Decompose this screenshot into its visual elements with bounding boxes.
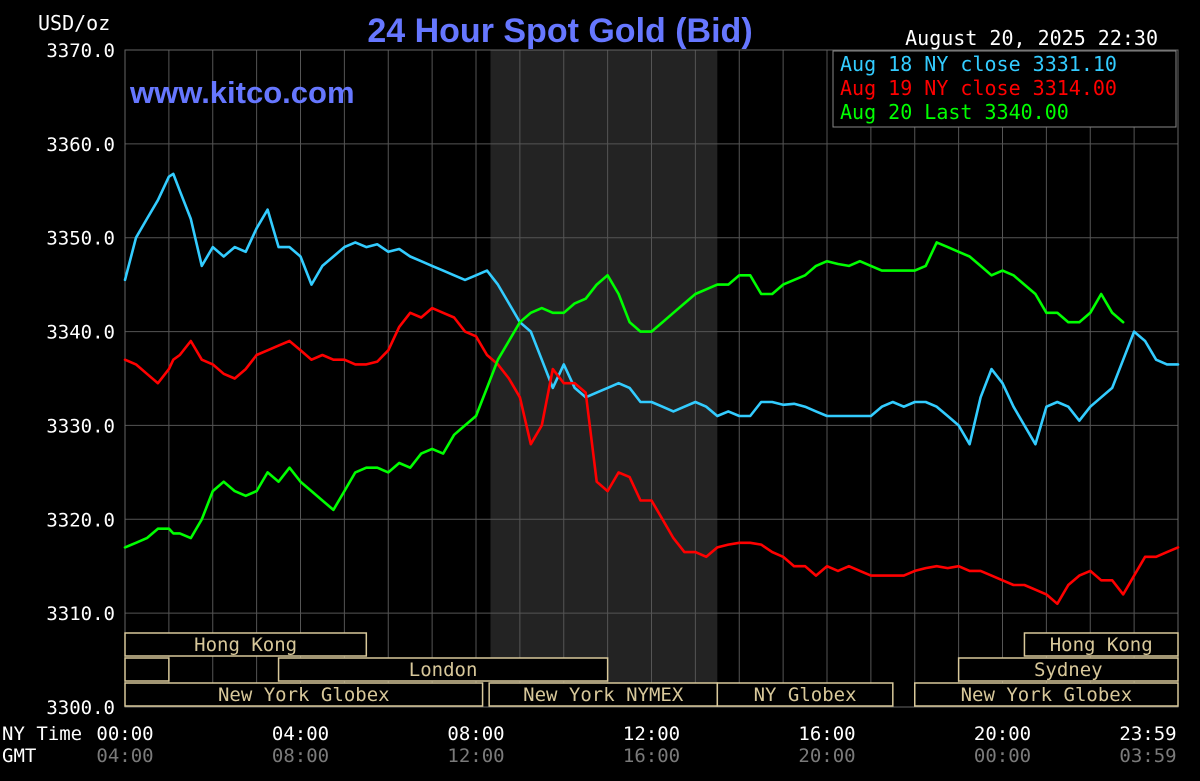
session-bar	[124, 632, 368, 657]
x-tick-label-ny: 04:00	[272, 723, 329, 745]
session-bar	[124, 657, 170, 682]
legend: Aug 18 NY close 3331.10 Aug 19 NY close …	[832, 50, 1177, 128]
x-tick-label-gmt: 12:00	[447, 745, 504, 767]
x-tick-label-ny: 12:00	[623, 723, 680, 745]
x-row-label-gmt: GMT	[2, 745, 36, 767]
session-bar	[277, 657, 609, 682]
session-label: New York Globex	[218, 684, 390, 706]
session-label: New York Globex	[961, 684, 1133, 706]
x-tick-label-gmt: 00:00	[974, 745, 1031, 767]
x-tick-label-gmt: 20:00	[798, 745, 855, 767]
x-tick-label-ny: 16:00	[798, 723, 855, 745]
x-tick-label-ny: 00:00	[96, 723, 153, 745]
shaded-session-band	[490, 50, 718, 707]
session-label: London	[409, 659, 478, 681]
axis-text: 3300.0 3310.0 3320.0 3330.0 3340.0 3350.0 3360…	[46, 40, 1176, 767]
plot-frame	[124, 49, 1179, 708]
date-label: August 20, 2025 22:30	[905, 26, 1158, 50]
y-unit-label: USD/oz	[38, 11, 110, 35]
x-tick-label-gmt: 03:59	[1119, 745, 1176, 767]
series-lines	[123, 172, 1180, 606]
legend-entry-aug19: Aug 19 NY close 3314.00	[840, 76, 1117, 100]
session-label: NY Globex	[754, 684, 857, 706]
session-label: Hong Kong	[1050, 634, 1153, 656]
legend-entry-aug20: Aug 20 Last 3340.00	[840, 100, 1069, 124]
grid	[124, 49, 1179, 708]
y-tick-label: 3320.0	[46, 509, 115, 531]
watermark: www.kitco.com	[129, 75, 355, 110]
session-label: Sydney	[1034, 659, 1103, 681]
session-bar	[914, 682, 1179, 707]
x-tick-label-gmt: 16:00	[623, 745, 680, 767]
legend-entry-aug18: Aug 18 NY close 3331.10	[840, 52, 1117, 76]
series-line-aug20	[123, 241, 1125, 549]
y-tick-label: 3300.0	[46, 697, 115, 719]
x-tick-label-ny: 08:00	[447, 723, 504, 745]
x-row-label-ny: NY Time	[2, 723, 82, 745]
x-tick-label-gmt: 04:00	[96, 745, 153, 767]
session-bar	[124, 682, 484, 707]
chart-title: 24 Hour Spot Gold (Bid)	[367, 12, 752, 50]
session-bar	[716, 682, 894, 707]
session-label: Hong Kong	[194, 634, 297, 656]
y-tick-label: 3370.0	[46, 40, 115, 62]
y-tick-label: 3310.0	[46, 603, 115, 625]
x-tick-label-ny: 23:59	[1119, 723, 1176, 745]
session-bars: Hong Kong Hong Kong London Sydney New York G…	[124, 632, 1179, 707]
y-tick-label: 3330.0	[46, 415, 115, 437]
series-line-aug19	[123, 306, 1180, 606]
session-bar	[957, 657, 1179, 682]
x-tick-label-ny: 20:00	[974, 723, 1031, 745]
y-tick-label: 3360.0	[46, 134, 115, 156]
session-label: New York NYMEX	[523, 684, 684, 706]
series-line-aug18	[123, 172, 1180, 446]
legend-box	[832, 50, 1177, 128]
session-bar	[1023, 632, 1179, 657]
y-tick-label: 3350.0	[46, 228, 115, 250]
x-tick-label-gmt: 08:00	[272, 745, 329, 767]
y-tick-label: 3340.0	[46, 322, 115, 344]
